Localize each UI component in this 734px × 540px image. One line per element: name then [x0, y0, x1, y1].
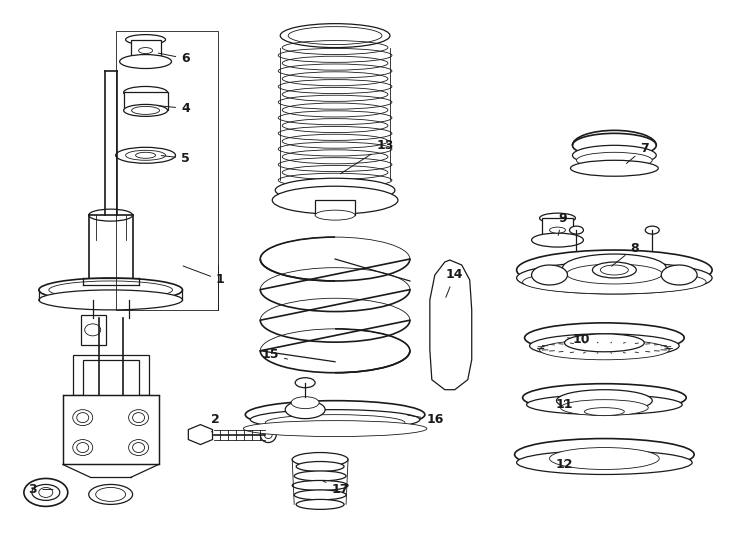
Ellipse shape: [584, 408, 625, 416]
Ellipse shape: [286, 401, 325, 418]
Ellipse shape: [525, 323, 684, 353]
Ellipse shape: [264, 430, 272, 438]
Ellipse shape: [120, 55, 172, 69]
Polygon shape: [63, 395, 159, 464]
Ellipse shape: [123, 104, 167, 117]
Ellipse shape: [570, 226, 584, 234]
Ellipse shape: [288, 26, 382, 45]
Bar: [116, 31, 219, 310]
Text: 13: 13: [341, 139, 393, 174]
Ellipse shape: [523, 384, 686, 411]
Text: 9: 9: [558, 212, 567, 235]
Polygon shape: [189, 424, 213, 444]
Text: 10: 10: [567, 333, 590, 346]
Ellipse shape: [32, 484, 59, 501]
Ellipse shape: [570, 160, 658, 176]
Ellipse shape: [272, 186, 398, 214]
Ellipse shape: [645, 226, 659, 234]
Text: 7: 7: [626, 142, 649, 164]
Ellipse shape: [567, 264, 662, 284]
Ellipse shape: [136, 152, 156, 158]
Ellipse shape: [529, 334, 679, 358]
Ellipse shape: [600, 265, 628, 275]
Ellipse shape: [523, 270, 706, 294]
Ellipse shape: [550, 448, 659, 469]
Ellipse shape: [573, 145, 656, 165]
Bar: [131, 39, 161, 62]
Polygon shape: [430, 260, 472, 390]
Ellipse shape: [39, 488, 53, 497]
Ellipse shape: [292, 481, 348, 490]
Bar: [123, 92, 167, 110]
Ellipse shape: [539, 213, 575, 223]
Ellipse shape: [526, 395, 682, 415]
Ellipse shape: [126, 35, 166, 45]
Ellipse shape: [550, 227, 565, 233]
Ellipse shape: [24, 478, 68, 507]
Ellipse shape: [294, 490, 346, 500]
Text: 8: 8: [611, 241, 639, 266]
Ellipse shape: [275, 178, 395, 202]
Ellipse shape: [573, 133, 656, 157]
Ellipse shape: [556, 390, 653, 411]
Ellipse shape: [661, 265, 697, 285]
Ellipse shape: [126, 150, 166, 160]
Ellipse shape: [517, 250, 712, 290]
Text: 6: 6: [159, 52, 190, 65]
Ellipse shape: [139, 48, 153, 53]
Text: 1: 1: [183, 266, 225, 287]
Ellipse shape: [280, 24, 390, 48]
Text: 14: 14: [446, 268, 464, 298]
Ellipse shape: [291, 397, 319, 409]
Ellipse shape: [126, 57, 166, 66]
Ellipse shape: [576, 152, 653, 168]
Ellipse shape: [515, 438, 694, 470]
Ellipse shape: [265, 415, 405, 430]
Ellipse shape: [592, 262, 636, 278]
Ellipse shape: [292, 453, 348, 467]
Text: 5: 5: [161, 152, 190, 165]
Ellipse shape: [297, 500, 344, 509]
Text: 3: 3: [29, 483, 53, 496]
Ellipse shape: [315, 210, 355, 220]
Ellipse shape: [517, 262, 712, 294]
Ellipse shape: [294, 471, 346, 481]
Text: 4: 4: [159, 102, 190, 115]
Ellipse shape: [131, 106, 159, 114]
Ellipse shape: [517, 450, 692, 475]
Ellipse shape: [564, 334, 644, 352]
Ellipse shape: [561, 400, 648, 416]
Text: 17: 17: [323, 481, 349, 496]
Text: 2: 2: [211, 413, 219, 432]
Ellipse shape: [123, 86, 167, 98]
Ellipse shape: [243, 421, 427, 436]
Ellipse shape: [250, 410, 420, 430]
Ellipse shape: [295, 377, 315, 388]
Ellipse shape: [89, 484, 133, 504]
Bar: [542, 218, 573, 240]
Ellipse shape: [261, 427, 276, 443]
Ellipse shape: [531, 265, 567, 285]
Ellipse shape: [539, 340, 669, 360]
Ellipse shape: [89, 209, 133, 221]
Text: 16: 16: [407, 413, 443, 426]
Ellipse shape: [39, 278, 183, 302]
Ellipse shape: [537, 234, 578, 246]
Ellipse shape: [39, 290, 183, 310]
Text: 12: 12: [556, 458, 573, 471]
Text: 11: 11: [556, 398, 573, 411]
Ellipse shape: [116, 147, 175, 163]
Text: 15: 15: [261, 348, 288, 361]
Ellipse shape: [562, 254, 666, 282]
Bar: [81, 315, 106, 345]
Ellipse shape: [95, 488, 126, 502]
Polygon shape: [73, 355, 148, 395]
Ellipse shape: [245, 401, 425, 429]
Ellipse shape: [49, 281, 172, 299]
Bar: [315, 200, 355, 215]
Ellipse shape: [531, 233, 584, 247]
Ellipse shape: [297, 462, 344, 471]
